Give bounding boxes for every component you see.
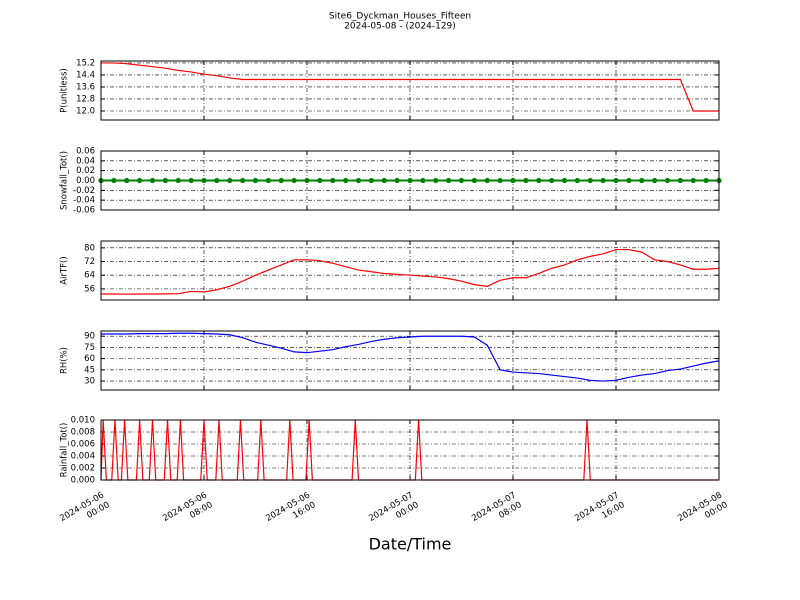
chart-subtitle: 2024-05-08 - (2024-129)	[344, 22, 456, 32]
data-point	[703, 177, 709, 184]
plot-frame	[100, 60, 720, 121]
chart-title: Site6_Dyckman_Houses_Fifteen	[329, 12, 471, 22]
data-point	[510, 177, 516, 184]
data-point	[613, 177, 619, 184]
y-tick-label: 30	[84, 377, 95, 387]
y-axis-label: Snowfall_Tot()	[60, 151, 70, 210]
data-point	[446, 177, 452, 184]
data-point	[677, 177, 683, 184]
y-axis-label: AirTF()	[60, 256, 70, 284]
data-point	[690, 177, 696, 184]
data-point	[111, 177, 117, 184]
data-point	[652, 177, 658, 184]
plot-frame	[100, 150, 720, 211]
y-tick-label: 0.06	[76, 147, 95, 157]
data-point	[420, 177, 426, 184]
y-tick-label: 60	[84, 354, 95, 364]
y-tick-label: 80	[84, 243, 95, 253]
data-point	[343, 177, 349, 184]
y-tick-label: -0.02	[73, 186, 95, 196]
y-tick-label: 14.4	[76, 70, 95, 80]
y-tick-label: 0.00	[76, 176, 95, 186]
y-axis-label: P(unitless)	[60, 68, 70, 113]
data-point	[304, 177, 310, 184]
y-tick-label: 45	[84, 365, 95, 375]
y-tick-label: 12.8	[76, 94, 95, 104]
data-point	[252, 177, 259, 184]
data-point	[664, 177, 671, 184]
y-tick-label: 64	[84, 271, 95, 281]
data-point	[278, 177, 284, 184]
data-point	[497, 177, 503, 184]
plot-frame	[100, 240, 720, 301]
y-tick-label: 0.04	[76, 156, 95, 166]
data-point	[149, 177, 156, 184]
y-tick-label: 0.010	[71, 416, 95, 426]
plot-frame	[100, 330, 720, 391]
data-point	[471, 177, 477, 184]
y-tick-label: 0.000	[71, 476, 95, 486]
data-point	[639, 177, 645, 184]
data-point	[394, 177, 400, 184]
x-axis-label: Date/Time	[369, 535, 452, 554]
data-point	[587, 177, 593, 184]
data-point	[201, 177, 207, 184]
y-axis-label: Rainfall_Tot()	[60, 423, 70, 478]
y-tick-label: 56	[84, 284, 95, 294]
data-point	[561, 177, 568, 184]
y-axis-label: RH(%)	[60, 347, 70, 374]
y-tick-label: 0.02	[76, 166, 95, 176]
data-point	[355, 177, 362, 184]
data-point	[626, 177, 632, 184]
y-tick-label: -0.04	[73, 196, 95, 206]
data-point	[162, 177, 168, 184]
data-point	[368, 177, 374, 184]
data-point	[240, 177, 246, 184]
data-point	[124, 177, 130, 184]
y-tick-label: 12.0	[76, 106, 95, 116]
data-point	[214, 177, 220, 184]
data-line	[101, 62, 719, 112]
data-line	[101, 248, 720, 295]
data-point	[433, 177, 439, 184]
y-tick-label: 75	[84, 343, 95, 353]
data-point	[407, 177, 413, 184]
y-tick-label: 0.004	[71, 452, 95, 462]
data-point	[330, 177, 336, 184]
data-point	[574, 177, 580, 184]
y-tick-label: 72	[84, 257, 95, 267]
data-point	[536, 177, 542, 184]
data-line	[101, 332, 720, 382]
data-point	[523, 177, 529, 184]
data-point	[458, 177, 465, 184]
y-tick-label: 0.008	[71, 428, 95, 438]
y-tick-label: 13.6	[76, 82, 95, 92]
data-point	[291, 177, 297, 184]
data-point	[317, 177, 323, 184]
data-point	[265, 177, 271, 184]
data-point	[381, 177, 387, 184]
y-tick-label: 0.002	[71, 464, 95, 474]
data-point	[549, 177, 555, 184]
data-point	[484, 177, 490, 184]
data-point	[600, 177, 606, 184]
y-tick-label: 15.2	[76, 58, 95, 68]
y-tick-label: 0.006	[71, 440, 95, 450]
data-point	[188, 177, 194, 184]
data-point	[137, 177, 143, 184]
y-tick-label: 90	[84, 332, 95, 342]
y-tick-label: -0.06	[73, 206, 95, 216]
data-point	[227, 177, 233, 184]
plot-frame	[100, 419, 720, 481]
data-point	[175, 177, 181, 184]
